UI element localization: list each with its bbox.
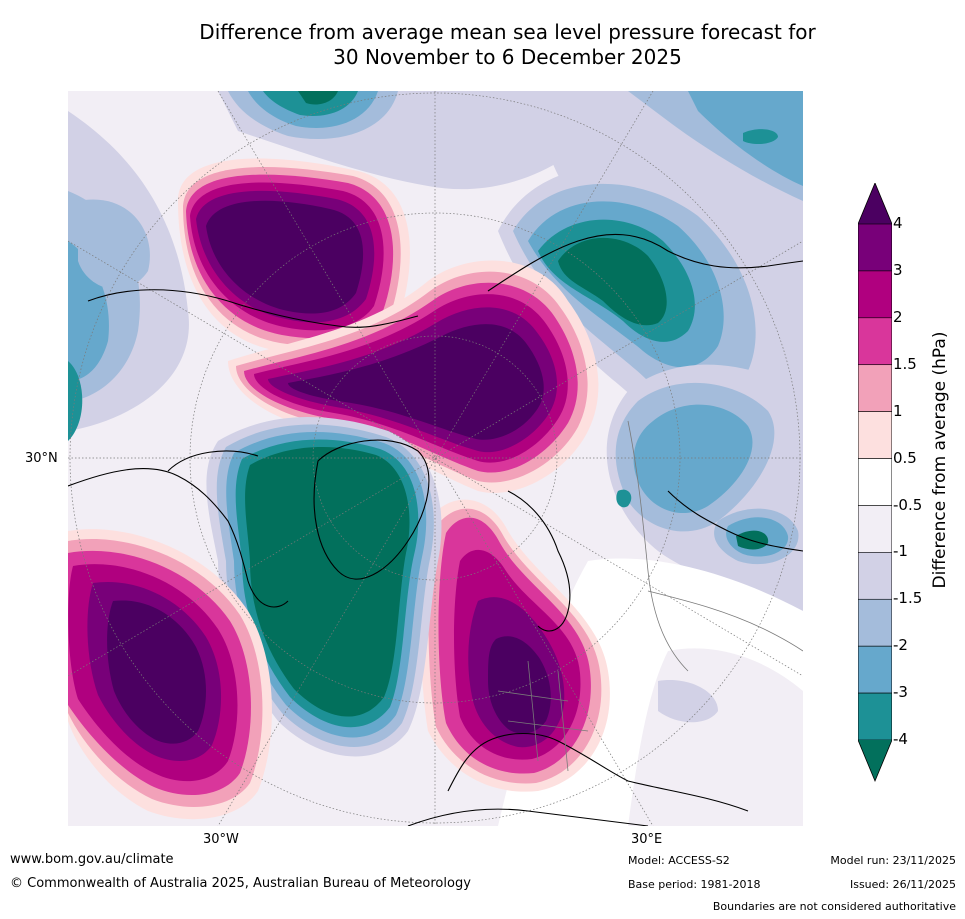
footer-base-period: Base period: 1981-2018 — [628, 878, 761, 891]
colorbar-extend-high — [858, 183, 892, 224]
coastlines — [68, 233, 803, 826]
anomaly-region-aleutian-high-core — [206, 200, 364, 314]
graticule — [68, 91, 803, 826]
colorbar-tick-label: 0.5 — [893, 448, 917, 467]
anomaly-region-south-blue — [658, 680, 718, 723]
colorbar-tick-label: 1 — [893, 401, 903, 420]
chart-title: Difference from average mean sea level p… — [0, 20, 965, 70]
border-central-asia — [647, 590, 803, 652]
colorbar-tick-label: -1 — [893, 542, 908, 561]
colorbar-swatch — [858, 364, 892, 412]
colorbar-swatch — [858, 411, 892, 459]
colorbar-tick-label: 4 — [893, 214, 903, 232]
colorbar-swatch — [858, 270, 892, 319]
footer-model: Model: ACCESS-S2 — [628, 854, 730, 867]
colorbar-tick-label: -1.5 — [893, 589, 923, 608]
coastline-mediterranean — [407, 808, 649, 826]
latitude-label-30n: 30°N — [25, 451, 58, 466]
colorbar-swatch — [858, 317, 892, 366]
footer-copyright: © Commonwealth of Australia 2025, Austra… — [10, 876, 471, 891]
coastline-greenland — [313, 439, 430, 580]
colorbar-extend-low — [858, 740, 892, 781]
anomaly-region-arctic-high-core — [288, 324, 544, 440]
longitude-label-30w: 30°W — [203, 832, 239, 847]
longitude-label-30e: 30°E — [631, 832, 663, 847]
colorbar-swatches — [858, 223, 892, 741]
coastline-north-america — [68, 450, 289, 608]
title-line-2: 30 November to 6 December 2025 — [333, 45, 682, 69]
anomaly-region-atlantic-low-core — [245, 446, 410, 717]
colorbar-swatch — [858, 645, 892, 694]
colorbar-swatch — [858, 223, 892, 272]
footer-disclaimer: Boundaries are not considered authoritat… — [712, 900, 956, 913]
colorbar-swatch — [858, 598, 892, 647]
graticule-meridian-d — [68, 240, 803, 677]
coastline-scandinavia — [507, 490, 571, 632]
anomaly-region-siberia-low-peak — [558, 237, 667, 326]
footer-model-run: Model run: 23/11/2025 — [830, 854, 956, 867]
coastline-europe — [447, 733, 749, 812]
map-canvas — [68, 91, 803, 826]
coastline-asia-east — [667, 490, 803, 552]
title-line-1: Difference from average mean sea level p… — [199, 20, 816, 44]
anomaly-region-east-low-core — [633, 404, 753, 514]
footer-issued: Issued: 26/11/2025 — [849, 878, 956, 891]
colorbar-title: Difference from average (hPa) — [930, 331, 950, 589]
colorbar-swatch — [858, 692, 892, 741]
colorbar-tick-label: -0.5 — [893, 495, 923, 514]
colorbar — [858, 183, 892, 783]
colorbar-swatch — [858, 458, 892, 506]
graticule-latitude-60n — [189, 212, 681, 704]
anomaly-region-northwest-blue — [78, 199, 150, 290]
pressure-anomaly-map — [68, 91, 803, 826]
border-russia-west — [627, 420, 689, 672]
anomaly-region-europe-high-core — [488, 636, 551, 734]
colorbar-tick-label: -4 — [893, 730, 908, 748]
colorbar-tick-label: 1.5 — [893, 354, 917, 373]
anomaly-region-central-asia-low-deep — [736, 530, 769, 550]
anomaly-region-bering-low-core — [298, 91, 338, 105]
footer-website: www.bom.gov.au/climate — [10, 852, 174, 867]
borders — [497, 420, 803, 772]
colorbar-tick-label: 2 — [893, 307, 903, 326]
colorbar-outline — [858, 183, 892, 783]
colorbar-tick-label: 3 — [893, 260, 903, 279]
colorbar-swatch — [858, 552, 892, 600]
coastline-alaska — [87, 289, 419, 328]
colorbar-tick-label: -2 — [893, 636, 908, 655]
anomaly-region-pacific-high-core — [107, 600, 206, 744]
border-europe-grid — [497, 660, 589, 772]
anomaly-region-east-low-deep — [616, 489, 632, 508]
colorbar-swatch — [858, 505, 892, 553]
coastline-eurasia-arctic — [487, 233, 803, 292]
anomaly-region-northeast-small-low — [743, 129, 778, 145]
colorbar-tick-label: -3 — [893, 683, 908, 702]
anomaly-region-west-low-core — [68, 241, 109, 381]
